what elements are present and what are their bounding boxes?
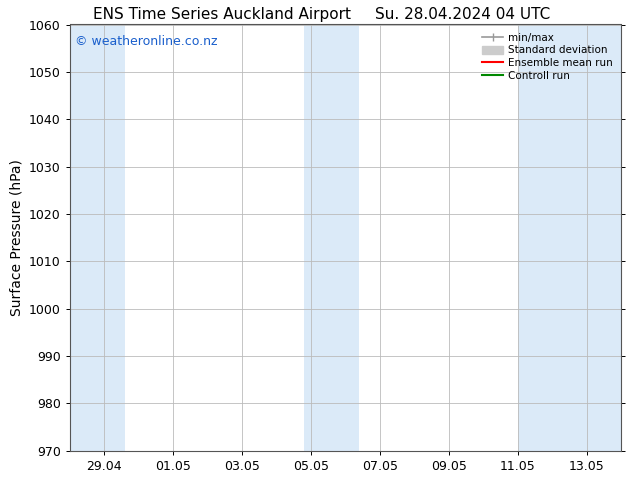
Legend: min/max, Standard deviation, Ensemble mean run, Controll run: min/max, Standard deviation, Ensemble me… (479, 30, 616, 84)
Text: © weatheronline.co.nz: © weatheronline.co.nz (75, 35, 217, 48)
Text: Su. 28.04.2024 04 UTC: Su. 28.04.2024 04 UTC (375, 7, 550, 23)
Text: ENS Time Series Auckland Airport: ENS Time Series Auckland Airport (93, 7, 351, 23)
Bar (518, 24, 621, 451)
Bar (304, 24, 359, 451)
Y-axis label: Surface Pressure (hPa): Surface Pressure (hPa) (10, 159, 23, 316)
Bar (70, 24, 125, 451)
